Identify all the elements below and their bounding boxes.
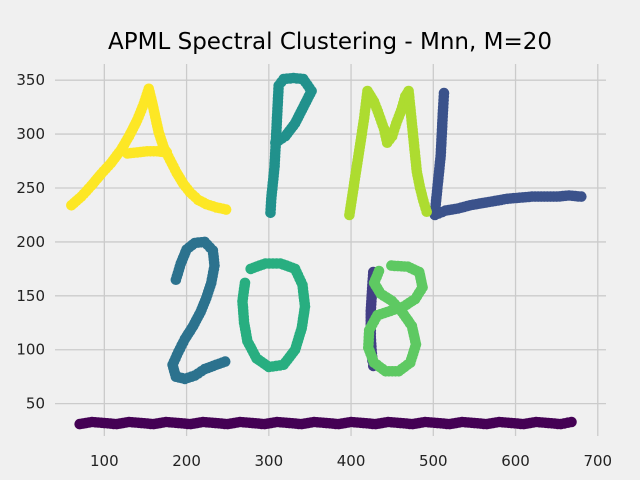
series-baseline: [74, 416, 577, 430]
data-point: [566, 416, 577, 428]
series-8: [363, 260, 428, 377]
y-tick-labels: 50 100 150 200 250 300 350: [16, 71, 45, 412]
data-points: [66, 72, 587, 430]
y-tick-label: 350: [16, 71, 45, 89]
data-point: [220, 204, 232, 215]
x-tick-label: 300: [255, 452, 284, 470]
series-m: [344, 85, 433, 221]
x-tick-labels: 100 200 300 400 500 600 700: [90, 452, 612, 470]
y-tick-label: 300: [16, 125, 45, 143]
grid-lines: [55, 64, 606, 436]
series-0: [237, 258, 311, 373]
x-tick-label: 700: [583, 452, 612, 470]
data-point: [219, 356, 231, 367]
y-tick-label: 150: [16, 287, 45, 305]
x-tick-label: 400: [337, 452, 366, 470]
data-point: [270, 137, 281, 148]
y-tick-label: 50: [26, 395, 45, 413]
series-p: [265, 72, 317, 219]
chart-title: APML Spectral Clustering - Mnn, M=20: [108, 29, 552, 55]
y-tick-label: 250: [16, 179, 45, 197]
x-tick-label: 500: [419, 452, 448, 470]
x-tick-label: 200: [172, 452, 201, 470]
y-tick-label: 100: [16, 341, 45, 359]
data-point: [576, 191, 587, 202]
series-a: [66, 83, 232, 215]
data-point: [373, 265, 385, 277]
data-point: [239, 277, 251, 289]
data-point: [161, 147, 173, 158]
series-2: [167, 236, 231, 385]
series-l: [429, 87, 587, 221]
y-tick-label: 200: [16, 233, 45, 251]
x-tick-label: 100: [90, 452, 119, 470]
data-point: [421, 206, 433, 217]
x-tick-label: 600: [501, 452, 530, 470]
